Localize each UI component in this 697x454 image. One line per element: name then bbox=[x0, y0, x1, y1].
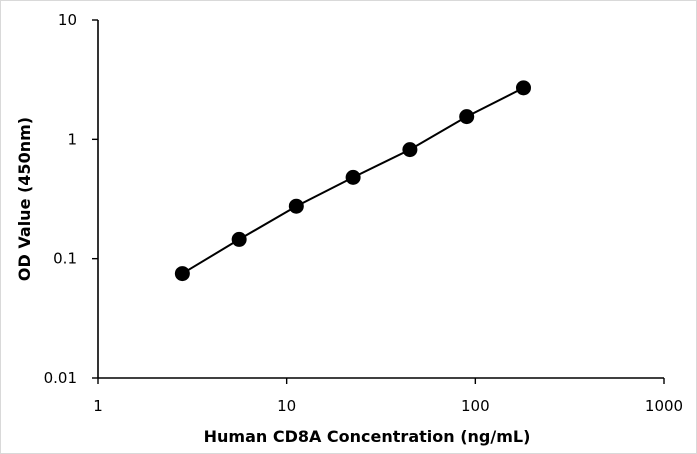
y-tick-label: 10 bbox=[58, 11, 77, 29]
x-tick-label: 1000 bbox=[645, 397, 683, 415]
data-point bbox=[515, 80, 531, 96]
data-point bbox=[345, 169, 361, 185]
data-point bbox=[402, 142, 418, 158]
x-tick-label: 1 bbox=[93, 397, 103, 415]
data-point bbox=[231, 231, 247, 247]
axes bbox=[97, 20, 664, 379]
data-point bbox=[459, 109, 475, 125]
y-tick-label: 0.01 bbox=[44, 369, 77, 387]
x-ticks: 1 10 100 1000 bbox=[93, 378, 683, 415]
data-point bbox=[288, 198, 304, 214]
series-group bbox=[174, 80, 531, 282]
y-axis-title: OD Value (450nm) bbox=[15, 117, 34, 281]
y-tick-label: 0.1 bbox=[53, 250, 77, 268]
x-tick-label: 10 bbox=[277, 397, 296, 415]
x-tick-label: 100 bbox=[461, 397, 490, 415]
x-axis-title: Human CD8A Concentration (ng/mL) bbox=[204, 427, 531, 446]
data-point bbox=[174, 266, 190, 282]
y-ticks: 0.01 0.1 1 10 bbox=[44, 11, 98, 387]
y-tick-label: 1 bbox=[67, 130, 77, 148]
